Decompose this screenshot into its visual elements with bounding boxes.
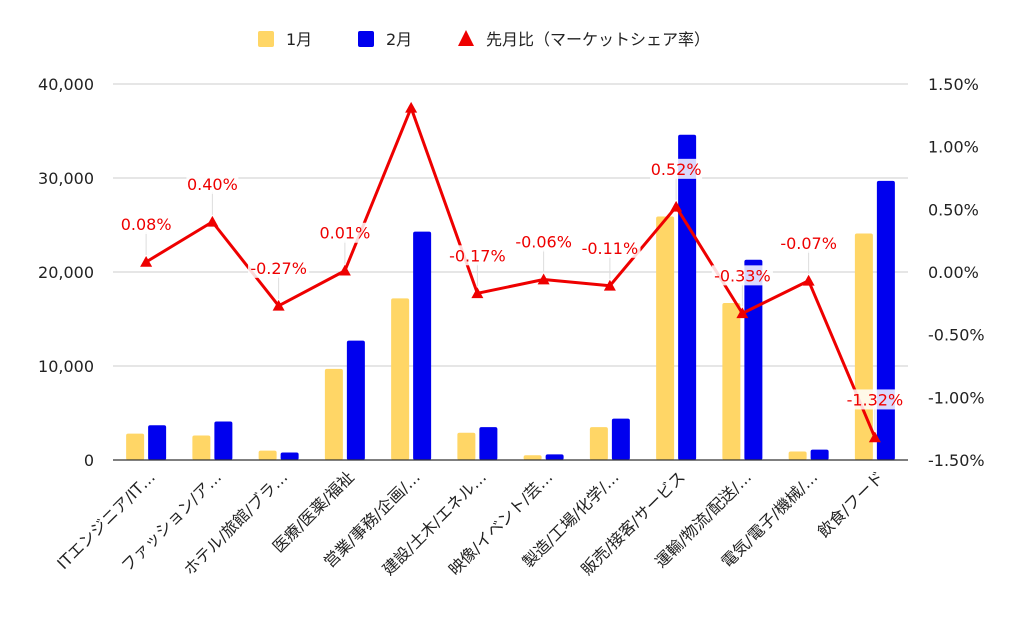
triangle-marker (537, 273, 550, 285)
bar-jan (523, 455, 542, 460)
legend-label: 先月比（マーケットシェア率） (486, 30, 710, 49)
label-bg (186, 173, 239, 194)
point-labels: 0.08% 0.40% -0.27% 0.01% -0.17% -0.06% -0.11% 0… (120, 158, 906, 431)
label-bg (711, 265, 773, 286)
bar-jan (258, 450, 277, 460)
triangle-marker (802, 274, 815, 286)
bar-jan (656, 216, 675, 460)
triangle-marker (338, 264, 351, 276)
y-left-tick-label: 30,000 (38, 169, 94, 188)
legend-swatch (258, 31, 274, 47)
bar-feb (346, 340, 365, 460)
triangle-marker (670, 200, 683, 212)
bar-feb (545, 454, 564, 460)
point-label: 0.40% (187, 175, 238, 194)
bar-feb (214, 421, 233, 460)
share-change-line (145, 106, 877, 439)
y-right-tick-label: 1.50% (928, 75, 979, 94)
label-bg (248, 257, 310, 278)
legend-item: 1月 (258, 30, 312, 49)
bar-jan (788, 451, 807, 460)
y-right-tick-label: -0.50% (928, 326, 985, 345)
gridlines (113, 83, 908, 367)
bar-feb (611, 418, 630, 460)
point-label: -1.32% (847, 390, 904, 409)
x-axis-labels: ITエンジニア/IT…ファッション/ア…ホテル/旅館/ブラ…医療/医薬/福祉営業… (53, 467, 887, 579)
bars (126, 134, 895, 460)
y-axis-left: 0 10,000 20,000 30,000 40,000 (38, 75, 94, 470)
triangle-marker (736, 307, 749, 319)
y-right-tick-label: 0.50% (928, 200, 979, 219)
point-label: -0.27% (250, 259, 307, 278)
label-bg (446, 245, 508, 266)
y-right-tick-label: -1.00% (928, 388, 985, 407)
point-label: -0.06% (515, 233, 572, 252)
label-bg (318, 222, 371, 243)
legend-item: 先月比（マーケットシェア率） (458, 30, 710, 49)
label-bg (120, 213, 173, 234)
y-axis-right: -1.50% -1.00% -0.50% 0.00% 0.50% 1.00% 1.50% (928, 75, 985, 470)
triangle-marker (471, 287, 484, 299)
bar-jan (722, 303, 741, 460)
legend-swatch (358, 31, 374, 47)
line-series (140, 101, 881, 443)
bar-feb (876, 180, 895, 460)
triangle-marker (140, 255, 153, 267)
y-left-tick-label: 0 (84, 451, 94, 470)
legend-triangle-icon (458, 30, 474, 46)
point-label: -0.33% (714, 266, 771, 285)
y-right-tick-label: 0.00% (928, 263, 979, 282)
point-label: 0.08% (121, 215, 172, 234)
legend-label: 1月 (286, 30, 312, 49)
bar-jan (192, 435, 211, 460)
y-right-tick-label: 1.00% (928, 138, 979, 157)
triangle-marker (868, 431, 881, 443)
triangle-marker (206, 215, 219, 227)
point-label: 0.52% (651, 160, 702, 179)
y-left-tick-label: 10,000 (38, 357, 94, 376)
bar-jan (126, 433, 145, 460)
label-bg (513, 231, 575, 252)
legend-label: 2月 (386, 30, 412, 49)
legend-item: 2月 (358, 30, 412, 49)
label-bg (844, 389, 906, 410)
triangle-marker (405, 101, 418, 113)
y-right-tick-label: -1.50% (928, 451, 985, 470)
point-label: -0.07% (780, 234, 837, 253)
legend: 1月 2月 先月比（マーケットシェア率） (258, 30, 710, 49)
bar-feb (744, 259, 763, 460)
bar-jan (589, 427, 608, 460)
bar-feb (148, 425, 167, 460)
triangle-marker (272, 299, 285, 311)
bar-feb (413, 231, 432, 460)
triangle-marker (603, 279, 616, 291)
y-left-tick-label: 20,000 (38, 263, 94, 282)
point-label: -0.17% (449, 246, 506, 265)
label-bg (650, 158, 703, 179)
bar-feb (810, 449, 829, 460)
bar-jan (391, 298, 410, 460)
bar-jan (324, 368, 343, 460)
bar-jan (457, 432, 476, 460)
label-bg (778, 232, 840, 253)
bar-feb (678, 134, 697, 460)
point-label: 0.01% (319, 224, 370, 243)
x-category-label: 飲食/フード (814, 467, 888, 541)
bar-feb (280, 452, 299, 460)
bar-feb (479, 427, 498, 460)
point-label: -0.11% (582, 239, 639, 258)
label-bg (579, 237, 641, 258)
y-left-tick-label: 40,000 (38, 75, 94, 94)
